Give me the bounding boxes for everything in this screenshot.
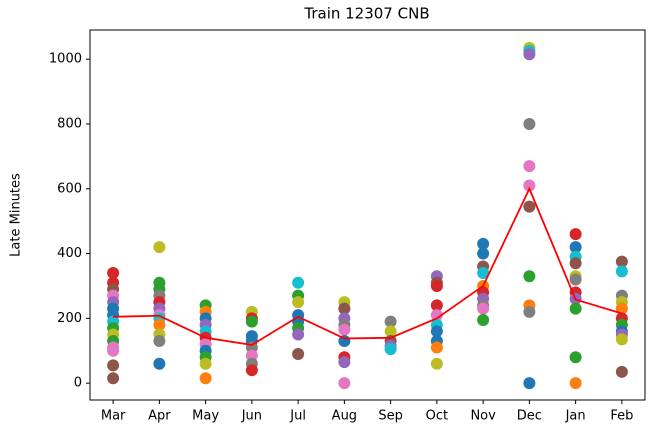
scatter-point [292,296,305,309]
scatter-point [430,299,443,312]
scatter-point [523,200,536,213]
scatter-point [523,117,536,130]
scatter-point [384,325,397,338]
y-tick-label: 800 [57,116,82,131]
x-tick-label: Aug [332,409,357,424]
scatter-point [245,364,258,377]
scatter-point [569,257,582,270]
x-tick-label: Mar [101,409,126,424]
scatter-point [338,377,351,390]
scatter-point [523,305,536,318]
scatter-point [153,318,166,331]
scatter-point [569,228,582,241]
scatter-point [292,328,305,341]
scatter-point [430,341,443,354]
y-tick-label: 400 [57,246,82,261]
scatter-point [199,357,212,370]
y-tick-label: 0 [74,376,82,391]
scatter-point [477,313,490,326]
scatter-point [430,357,443,370]
scatter-point [153,357,166,370]
y-tick-label: 1000 [49,52,82,67]
scatter-point [523,179,536,192]
scatter-point [153,241,166,254]
scatter-point [523,160,536,173]
y-axis-label: Late Minutes [9,173,24,257]
scatter-point [107,344,120,357]
scatter-point [292,347,305,360]
scatter-point [569,351,582,364]
scatter-point [338,356,351,369]
scatter-point [523,377,536,390]
x-tick-label: Oct [426,409,448,424]
x-tick-label: Feb [610,409,633,424]
scatter-point [384,315,397,328]
x-tick-label: Apr [148,409,171,424]
scatter-point [384,343,397,356]
x-tick-label: Jun [241,409,262,424]
x-tick-label: Sep [378,409,403,424]
y-tick-label: 600 [57,181,82,196]
scatter-point [430,325,443,338]
x-tick-label: May [192,409,219,424]
x-tick-label: Dec [517,409,542,424]
scatter-point [292,276,305,289]
scatter-point [615,302,628,315]
x-tick-label: Jul [289,409,306,424]
y-tick-label: 200 [57,311,82,326]
scatter-point [569,273,582,286]
scatter-point [615,365,628,378]
scatter-point [338,323,351,336]
x-tick-label: Nov [470,409,496,424]
plot-frame [89,29,646,401]
mean-line [113,186,623,346]
scatter-point [338,302,351,315]
scatter-point [245,315,258,328]
x-tick-label: Jan [565,409,586,424]
scatter-point [477,266,490,279]
scatter-point [523,270,536,283]
scatter-point [615,255,628,268]
scatter-point [569,241,582,254]
scatter-point [615,333,628,346]
scatter-point [569,302,582,315]
scatter-point [615,265,628,278]
scatter-point [569,377,582,390]
scatter-point [153,335,166,348]
scatter-point [107,266,120,279]
scatter-point [430,309,443,322]
chart-title: Train 12307 CNB [303,5,429,23]
scatter-point [477,237,490,250]
scatter-point [523,48,536,61]
scatter-point [107,372,120,385]
scatter-point [477,247,490,260]
scatter-point [199,372,212,385]
scatter-point [430,279,443,292]
scatter-point [477,302,490,315]
scatter-point [107,359,120,372]
